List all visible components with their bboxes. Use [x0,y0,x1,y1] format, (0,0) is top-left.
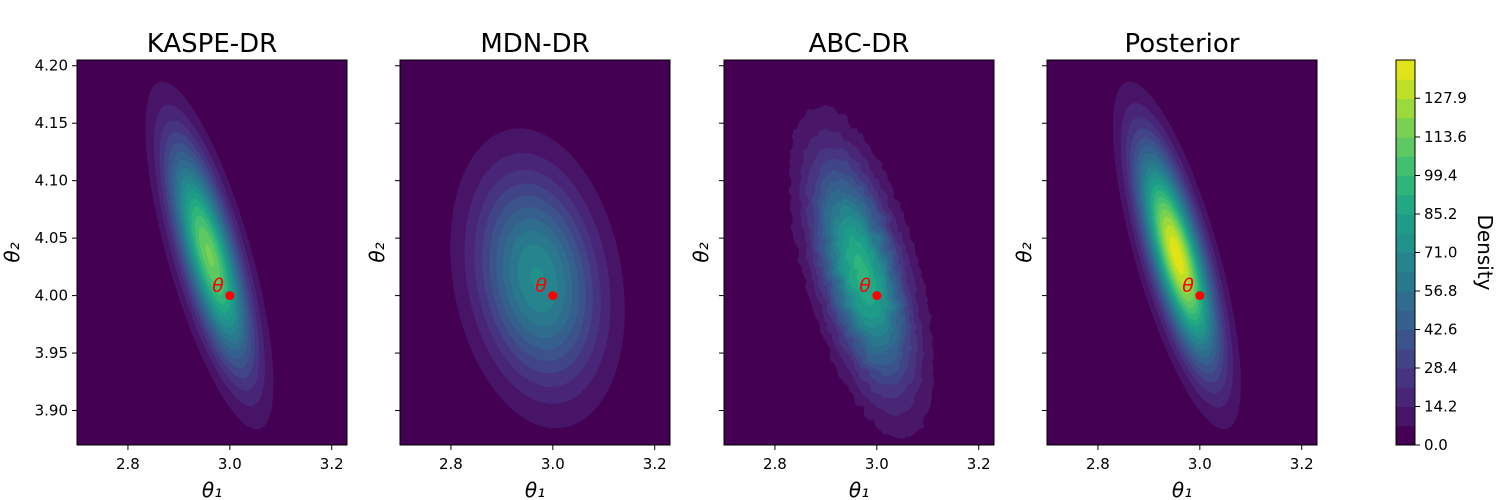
density-contours [450,128,625,429]
x-axis-label: θ₁ [202,478,222,500]
y-tick-label: 4.10 [35,172,68,190]
x-tick-label: 2.8 [1086,455,1110,473]
colorbar-tick-label: 113.6 [1424,128,1467,146]
axes-frame [723,59,995,446]
x-tick-label: 3.0 [865,455,889,473]
x-axis-label: θ₁ [849,478,869,500]
panel-2: θ MDN-DR 2.8 3.0 3.2 θ₁ θ₂ [365,29,671,500]
contour-level-10 [530,266,545,291]
colorbar-tick-label: 28.4 [1424,359,1457,377]
y-axis-label: θ₂ [1012,242,1036,262]
colorbar-segment [1396,291,1415,311]
x-tick-label: 3.2 [1290,455,1314,473]
true-theta-label: θ [859,275,871,297]
x-tick-label: 3.2 [320,455,344,473]
x-tick-label: 2.8 [763,455,787,473]
colorbar-segment [1396,425,1415,446]
colorbar-tick-label: 56.8 [1424,282,1457,300]
contour-level-16 [205,243,214,267]
panel-title: MDN-DR [480,29,589,59]
contour-level-13 [853,255,870,291]
x-tick-label: 3.0 [218,455,242,473]
y-tick-label: 4.05 [35,229,68,247]
colorbar-segment [1396,194,1415,215]
panel-title: ABC-DR [809,29,910,59]
colorbar-tick-label: 99.4 [1424,167,1457,185]
colorbar-segment [1396,387,1415,407]
true-theta-marker [548,291,558,301]
contour-level-19 [1169,235,1185,275]
x-tick-label: 2.8 [439,455,463,473]
colorbar-segment [1396,60,1415,80]
x-tick-label: 3.0 [541,455,565,473]
panel-1: θ KASPE-DR 2.8 3.0 3.2 3.90 3.95 4.00 4.05 4.10 4.… [0,29,348,500]
colorbar-segment [1396,348,1415,369]
y-tick-label: 3.95 [35,344,68,362]
axes-frame [399,59,671,446]
panel-title: KASPE-DR [147,29,277,59]
y-axis-label: θ₂ [0,242,24,262]
density-contours [789,106,934,440]
colorbar-segment [1396,117,1415,138]
colorbar-tick-label: 14.2 [1424,398,1457,416]
colorbar-segment [1396,137,1415,157]
true-theta-label: θ [212,275,224,297]
y-tick-label: 4.20 [35,57,68,75]
colorbar-segment [1396,233,1415,253]
colorbar-segment [1396,79,1415,99]
colorbar-segment [1396,214,1415,234]
y-tick-label: 3.90 [35,402,68,420]
y-tick-label: 4.00 [35,287,68,305]
colorbar-segment [1396,310,1415,330]
y-tick-label: 4.15 [35,114,68,132]
panel-4: θ Posterior 2.8 3.0 3.2 θ₁ θ₂ [1012,29,1318,500]
colorbar-tick-label: 0.0 [1424,436,1448,454]
colorbar-segment [1396,406,1415,427]
true-theta-label: θ [1182,275,1194,297]
true-theta-label: θ [535,275,547,297]
colorbar-segment [1396,271,1415,292]
x-axis-label: θ₁ [525,478,545,500]
x-tick-label: 2.8 [116,455,140,473]
colorbar-segment [1396,175,1415,196]
y-axis-label: θ₂ [365,242,389,262]
x-axis-label: θ₁ [1172,478,1192,500]
colorbar-tick-label: 85.2 [1424,205,1457,223]
colorbar-tick-label: 42.6 [1424,321,1457,339]
true-theta-marker [1195,291,1205,301]
true-theta-marker [872,291,882,301]
colorbar-tick-label: 127.9 [1424,89,1467,107]
colorbar-label: Density [1473,214,1497,290]
axes-frame [1046,59,1318,446]
colorbar-segment [1396,329,1415,350]
true-theta-marker [225,291,235,301]
colorbar-tick-label: 71.0 [1424,244,1457,262]
x-tick-label: 3.2 [643,455,667,473]
x-tick-label: 3.0 [1188,455,1212,473]
density-contours [145,81,274,430]
panel-3: θ ABC-DR 2.8 3.0 3.2 θ₁ θ₂ [689,29,995,500]
axes-frame [76,59,348,446]
panel-title: Posterior [1125,29,1240,59]
x-tick-label: 3.2 [967,455,991,473]
colorbar-segment [1396,368,1415,388]
colorbar-segment [1396,98,1415,119]
colorbar-segment [1396,156,1415,176]
colorbar: 0.0 14.2 28.4 42.6 56.8 71.0 85.2 99.4 113.6 127.… [1395,59,1497,454]
colorbar-segment [1396,252,1415,273]
y-axis-label: θ₂ [689,242,713,262]
density-contours [1112,81,1241,430]
